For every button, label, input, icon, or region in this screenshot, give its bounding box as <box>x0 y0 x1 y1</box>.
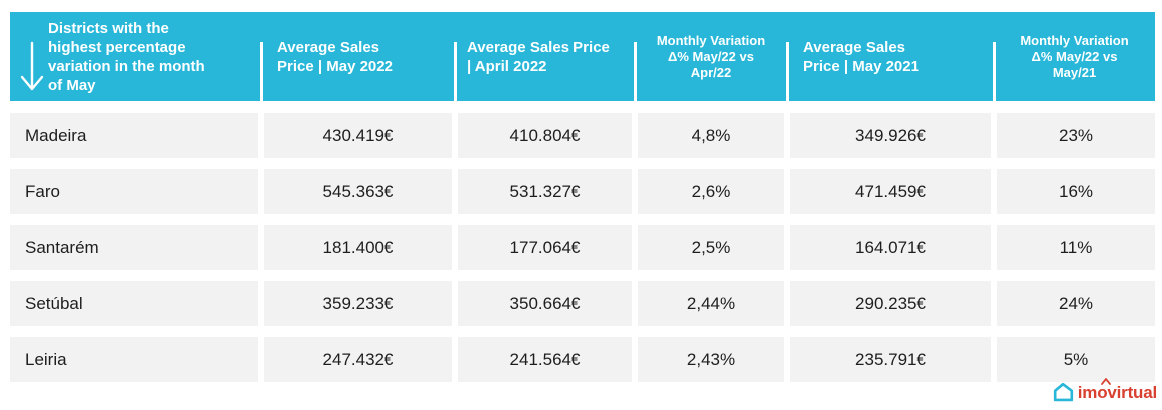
variation-vs-apr: 2,6% <box>638 169 784 214</box>
avg-price-may-2022: 247.432€ <box>264 337 452 382</box>
header-cell-avg-may-2021: Average Sales Price | May 2021 <box>785 12 994 101</box>
header-cell-variation-vs-may21: Monthly Variation Δ% May/22 vs May/21 <box>992 12 1155 101</box>
avg-price-apr-2022: 410.804€ <box>458 113 632 158</box>
avg-price-may-2022: 545.363€ <box>264 169 452 214</box>
variation-vs-apr: 2,43% <box>638 337 784 382</box>
avg-price-apr-2022: 241.564€ <box>458 337 632 382</box>
avg-price-may-2021: 164.071€ <box>790 225 991 270</box>
variation-vs-apr: 2,5% <box>638 225 784 270</box>
avg-price-may-2021: 471.459€ <box>790 169 991 214</box>
variation-vs-may21: 23% <box>997 113 1155 158</box>
avg-price-may-2021: 235.791€ <box>790 337 991 382</box>
header-cell-districts: Districts with the highest percentage va… <box>10 12 261 101</box>
header-label-variation-vs-apr: Monthly Variation Δ% May/22 vs Apr/22 <box>656 32 766 80</box>
house-icon <box>1053 382 1073 402</box>
variation-vs-may21: 24% <box>997 281 1155 326</box>
table-row-leiria: Leiria 247.432€ 241.564€ 2,43% 235.791€ … <box>10 337 1155 382</box>
variation-vs-apr: 4,8% <box>638 113 784 158</box>
imovirtual-logo: imovirtual <box>1053 378 1157 403</box>
header-cell-variation-vs-apr: Monthly Variation Δ% May/22 vs Apr/22 <box>633 12 787 101</box>
avg-price-apr-2022: 177.064€ <box>458 225 632 270</box>
avg-price-apr-2022: 350.664€ <box>458 281 632 326</box>
avg-price-apr-2022: 531.327€ <box>458 169 632 214</box>
header-label-avg-may-2022: Average Sales Price | May 2022 <box>277 38 393 75</box>
header-label-variation-vs-may21: Monthly Variation Δ% May/22 vs May/21 <box>1020 32 1129 80</box>
variation-vs-may21: 5% <box>997 337 1155 382</box>
district-name: Madeira <box>10 113 258 158</box>
district-name: Leiria <box>10 337 258 382</box>
avg-price-may-2022: 430.419€ <box>264 113 452 158</box>
avg-price-may-2022: 359.233€ <box>264 281 452 326</box>
avg-price-may-2021: 290.235€ <box>790 281 991 326</box>
imovirtual-wordmark: imovirtual <box>1077 382 1157 402</box>
district-name: Santarém <box>10 225 258 270</box>
variation-vs-apr: 2,44% <box>638 281 784 326</box>
table-row-madeira: Madeira 430.419€ 410.804€ 4,8% 349.926€ … <box>10 113 1155 158</box>
variation-vs-may21: 16% <box>997 169 1155 214</box>
header-label-avg-apr-2022: Average Sales Price | April 2022 <box>467 38 610 75</box>
table-row-santarem: Santarém 181.400€ 177.064€ 2,5% 164.071€… <box>10 225 1155 270</box>
avg-price-may-2021: 349.926€ <box>790 113 991 158</box>
district-name: Faro <box>10 169 258 214</box>
district-name: Setúbal <box>10 281 258 326</box>
avg-price-may-2022: 181.400€ <box>264 225 452 270</box>
table-body: Madeira 430.419€ 410.804€ 4,8% 349.926€ … <box>10 113 1155 393</box>
header-cell-avg-may-2022: Average Sales Price | May 2022 <box>259 12 455 101</box>
header-label-avg-may-2021: Average Sales Price | May 2021 <box>803 38 919 75</box>
down-arrow-icon <box>20 41 44 91</box>
table-row-setubal: Setúbal 359.233€ 350.664€ 2,44% 290.235€… <box>10 281 1155 326</box>
logo-roof-accent-icon <box>1100 378 1111 385</box>
header-cell-avg-apr-2022: Average Sales Price | April 2022 <box>453 12 635 101</box>
variation-vs-may21: 11% <box>997 225 1155 270</box>
table-header-row: Districts with the highest percentage va… <box>10 12 1155 101</box>
header-label-districts: Districts with the highest percentage va… <box>48 19 205 94</box>
table-row-faro: Faro 545.363€ 531.327€ 2,6% 471.459€ 16% <box>10 169 1155 214</box>
